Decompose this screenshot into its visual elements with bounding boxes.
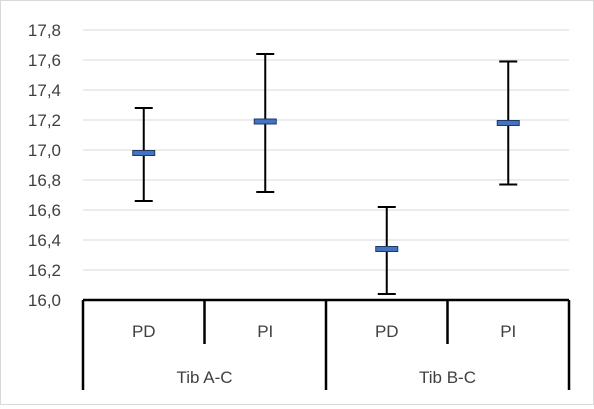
x-group-label: Tib A-C <box>176 368 232 387</box>
x-category-label: PD <box>132 322 156 341</box>
data-point <box>132 107 156 202</box>
y-tick-label: 16,0 <box>28 291 61 310</box>
data-point <box>375 206 399 295</box>
y-tick-label: 17,4 <box>28 81 61 100</box>
x-axis <box>81 298 571 390</box>
x-axis-category-labels: PD PI Tib A-C PD PI Tib B-C <box>132 322 516 387</box>
y-tick-label: 17,2 <box>28 111 61 130</box>
x-category-label: PI <box>257 322 273 341</box>
mean-marker <box>132 150 156 156</box>
mean-marker <box>496 120 520 126</box>
y-tick-label: 17,6 <box>28 51 61 70</box>
y-axis-tick-labels: 16,0 16,2 16,4 16,6 16,8 17,0 17,2 17,4 17,6 17,8 <box>28 21 61 310</box>
series-points <box>132 53 520 295</box>
data-point <box>253 53 277 193</box>
x-category-label: PI <box>500 322 516 341</box>
y-tick-label: 16,4 <box>28 231 61 250</box>
x-category-label: PD <box>375 322 399 341</box>
x-group-label: Tib B-C <box>419 368 476 387</box>
data-point <box>496 60 520 186</box>
y-tick-label: 17,0 <box>28 141 61 160</box>
gridlines <box>83 29 569 271</box>
mean-marker <box>375 246 399 252</box>
y-tick-label: 16,8 <box>28 171 61 190</box>
y-tick-label: 16,2 <box>28 261 61 280</box>
y-tick-label: 16,6 <box>28 201 61 220</box>
mean-marker <box>253 118 277 125</box>
y-tick-label: 17,8 <box>28 21 61 40</box>
